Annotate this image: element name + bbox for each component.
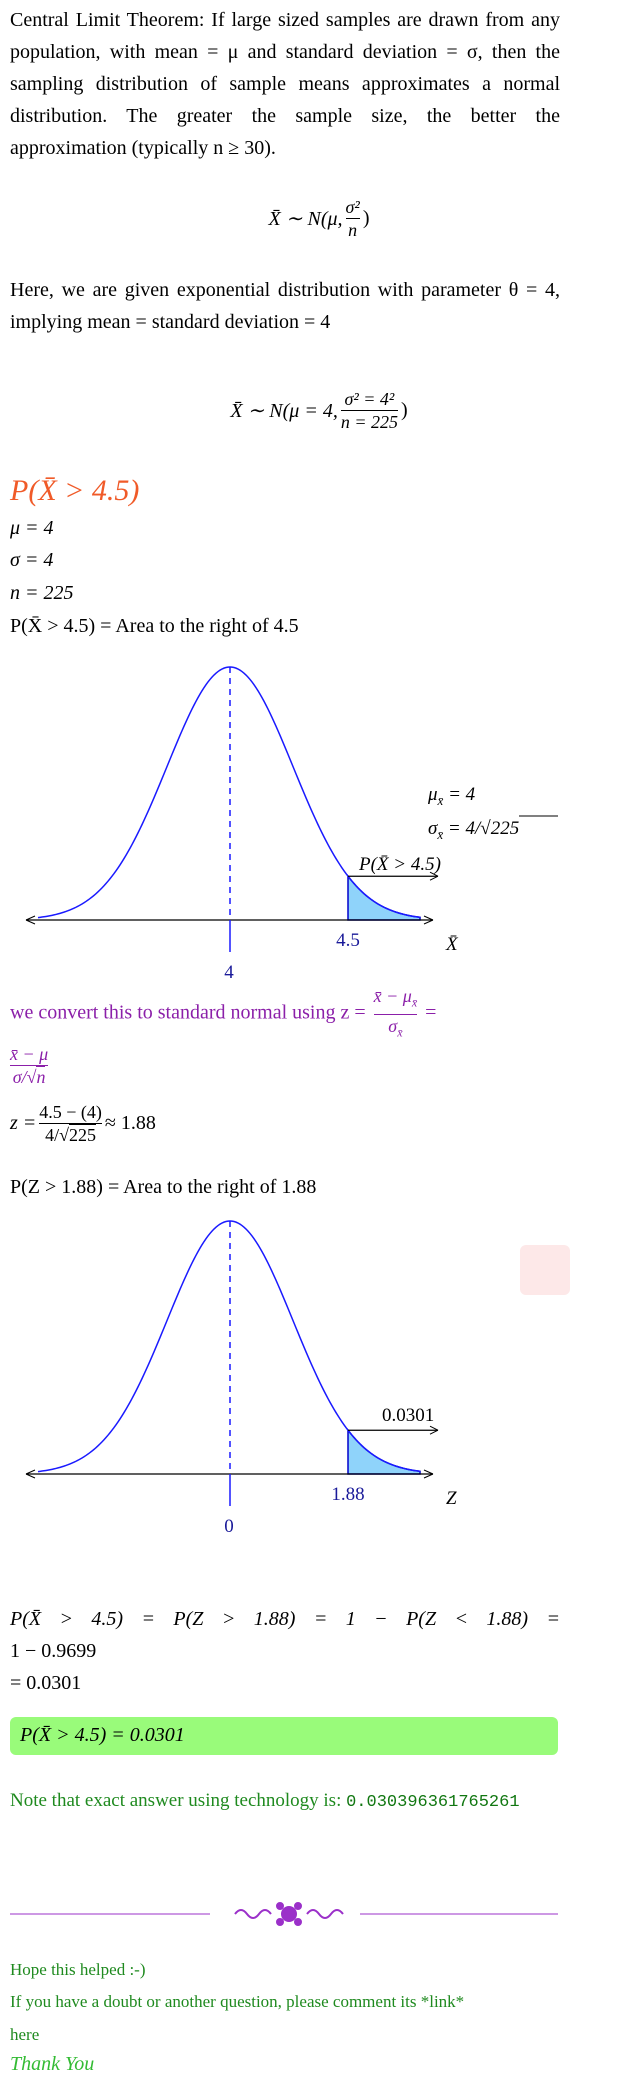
- param: P(X̄ > 4.5) = Area to the right of 4.5: [10, 615, 299, 637]
- formula-part: X̄ ∼ N(μ = 4,: [230, 400, 338, 422]
- denominator: n: [345, 218, 360, 241]
- note: Note that exact answer using technology …: [10, 1790, 520, 1812]
- param: n = 225: [10, 582, 74, 604]
- given-paragraph: Here, we are given exponential distribut…: [10, 279, 560, 333]
- zcalc: z = 4.5 − (4) 4/√225 ≈ 1.88: [10, 1098, 156, 1148]
- equals: =: [425, 1001, 437, 1024]
- center-label: 4: [224, 962, 234, 980]
- radicand: 225: [69, 1123, 97, 1145]
- numerator: x̄ − μ: [10, 1044, 49, 1065]
- bell-curve: [37, 666, 421, 919]
- area-label: 0.0301: [382, 1405, 434, 1426]
- symbol: μ: [427, 784, 438, 805]
- tail-area: [347, 874, 421, 921]
- center-label: 0: [224, 1516, 234, 1534]
- heading: P(X̄ > 4.5): [10, 474, 140, 507]
- numerator: 4.5 − (4): [39, 1101, 102, 1122]
- numerator: x̄ − μx̄: [374, 985, 418, 1014]
- bell-curve: [37, 1220, 421, 1473]
- tail-area: [347, 1428, 421, 1475]
- footer-here: here: [10, 2025, 40, 2044]
- formula-part: X̄ ∼ N(μ,: [268, 208, 343, 230]
- rest: = 4/√: [443, 818, 491, 839]
- subscript: x̄: [437, 793, 444, 808]
- arrowhead: [25, 1469, 434, 1479]
- lhs: z =: [10, 1111, 37, 1134]
- num-text: x̄ − μ: [373, 986, 412, 1006]
- mean-label: μx̄ = 4: [427, 784, 476, 808]
- denominator: σ/√n: [10, 1065, 49, 1088]
- fraction: x̄ − μ σ/√n: [10, 1043, 49, 1088]
- arrowhead: [429, 871, 439, 881]
- cut-label: 1.88: [331, 1484, 364, 1505]
- denominator: 4/√225: [39, 1122, 102, 1146]
- conclusion-line: P(X̄ > 4.5) = P(Z > 1.88) = 1 − P(Z < 1.…: [10, 1608, 560, 1630]
- den-text: 4/√: [45, 1124, 70, 1145]
- subscript: x̄: [411, 995, 418, 1010]
- formula-part: ): [401, 399, 408, 421]
- radicand: n: [36, 1066, 46, 1088]
- radicand: 225: [491, 818, 520, 839]
- axis-label: Z: [446, 1488, 457, 1509]
- sd-label: σx̄ = 4/√225: [428, 818, 519, 842]
- answer-box: P(X̄ > 4.5) = 0.0301: [10, 1717, 558, 1755]
- divider: [10, 1902, 558, 1926]
- fraction: 4.5 − (4) 4/√225: [39, 1101, 102, 1146]
- convert-text: we convert this to standard normal using…: [10, 1001, 366, 1024]
- plot: [25, 666, 439, 952]
- rest: = 4: [443, 784, 475, 805]
- conclusion-line: = 0.0301: [10, 1672, 82, 1694]
- fraction: σ² = 4² n = 225: [340, 388, 398, 433]
- watermark: [520, 1245, 570, 1295]
- numerator: σ²: [345, 197, 360, 217]
- note-value: 0.030396361765261: [346, 1793, 520, 1812]
- formula-part: ): [362, 207, 370, 229]
- subscript: x̄: [436, 827, 443, 842]
- clt-formula: X̄ ∼ N(μ, σ² n ): [0, 196, 638, 241]
- den-text: σ/√: [12, 1067, 37, 1088]
- den-text: σ: [388, 1015, 398, 1036]
- note-text: Note that exact answer using technology …: [10, 1790, 342, 1811]
- denominator: n = 225: [340, 410, 398, 432]
- plot: [25, 1220, 439, 1506]
- axis-label: X̄: [445, 934, 459, 955]
- clt-paragraph: Central Limit Theorem: If large sized sa…: [10, 9, 560, 159]
- symbol: σ: [428, 818, 438, 839]
- figure1: 4 4.5 X̄ μx̄ = 4 σx̄ = 4/√225 P(X̄ > 4.5…: [25, 666, 558, 980]
- given-formula: X̄ ∼ N(μ = 4, σ² = 4² n = 225 ): [0, 388, 638, 433]
- ornament: [234, 1902, 344, 1926]
- conclusion-line: 1 − 0.9699: [10, 1640, 97, 1662]
- footer-doubt: If you have a doubt or another question,…: [10, 1992, 465, 2011]
- param: σ = 4: [10, 549, 54, 571]
- footer-thanks: Thank You: [10, 2053, 95, 2075]
- figure2: 0 1.88 Z 0.0301: [25, 1220, 457, 1534]
- fraction: x̄ − μx̄ σx̄: [373, 985, 418, 1044]
- param: μ = 4: [10, 517, 54, 539]
- footer-hope: Hope this helped :-): [10, 1960, 146, 1979]
- cut-label: 4.5: [336, 930, 360, 951]
- subscript: x̄: [397, 1025, 403, 1040]
- arrowhead: [429, 1425, 439, 1435]
- fraction: σ² n: [345, 196, 360, 241]
- denominator: σx̄: [373, 1013, 418, 1044]
- numerator: σ² = 4²: [344, 389, 395, 409]
- arrowhead: [25, 915, 434, 925]
- area-label: P(X̄ > 4.5): [358, 854, 441, 875]
- convert: we convert this to standard normal using…: [10, 985, 570, 1088]
- rhs: ≈ 1.88: [104, 1111, 156, 1134]
- zarea: P(Z > 1.88) = Area to the right of 1.88: [10, 1176, 317, 1198]
- answer: P(X̄ > 4.5) = 0.0301: [20, 1724, 185, 1746]
